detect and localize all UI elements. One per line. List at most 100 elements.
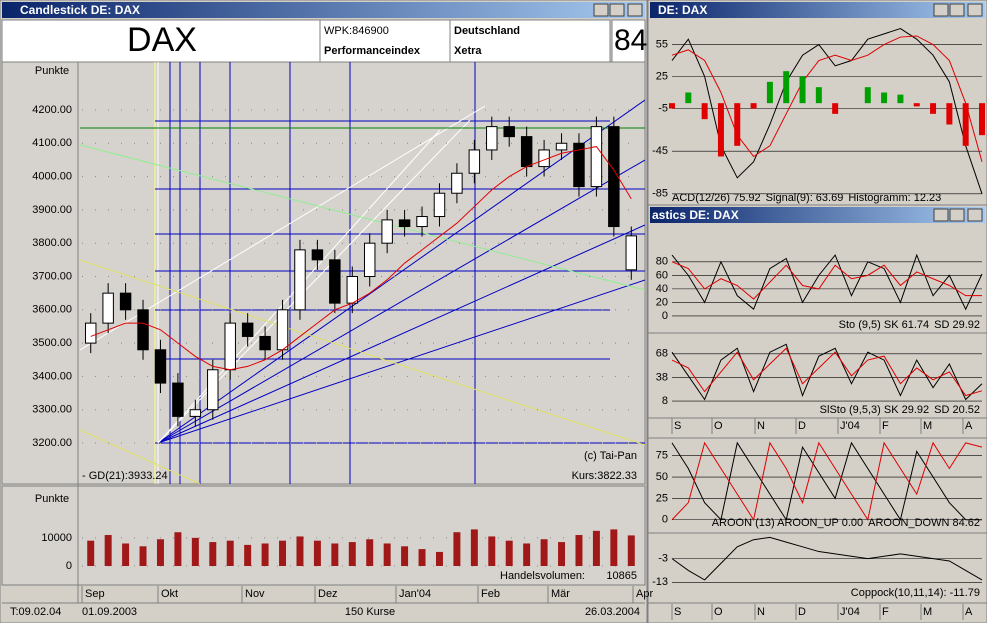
y-tick-label: 3900.00 [32, 204, 72, 216]
legend-entry: AROON_DOWN 84.62 [868, 517, 980, 529]
legend-entry: AROON (13) AROON_UP 0.00 [712, 517, 863, 529]
candle-body [608, 126, 620, 228]
candle-body [102, 292, 114, 324]
volume-bar [226, 540, 234, 566]
candle-body [119, 292, 132, 311]
histogram-bar [685, 92, 692, 104]
y-axis-label: Punkte [35, 65, 69, 77]
y-tick-label: 55 [656, 38, 668, 50]
month-label: Sep [85, 588, 105, 600]
month-label: M [923, 420, 932, 432]
histogram-bar [930, 103, 937, 114]
volume-bar [87, 540, 95, 566]
month-label: Jan'04 [399, 588, 431, 600]
y-tick-label: 3400.00 [32, 370, 72, 382]
candle-body [503, 126, 515, 138]
volume-label: Handelsvolumen: [500, 570, 585, 582]
volume-bar [540, 539, 548, 566]
month-label: F [882, 606, 889, 618]
minimize-button[interactable] [933, 208, 949, 222]
month-label: N [757, 420, 765, 432]
volume-bar [575, 535, 583, 566]
minimize-button[interactable] [593, 3, 609, 17]
indicator-line [671, 35, 983, 162]
month-label: S [674, 420, 681, 432]
y-tick-label: 75 [656, 450, 668, 462]
y-tick-label: 60 [656, 269, 668, 281]
histogram-bar [669, 103, 675, 109]
last-price: Kurs:3822.33 [572, 470, 637, 482]
ma-label: - GD(21):3933.24 [82, 470, 168, 482]
month-label: Mär [551, 588, 570, 600]
legend-entry: Histogramm: 12.23 [848, 192, 941, 204]
month-label: A [965, 606, 973, 618]
y-tick-label: 0 [662, 310, 668, 322]
candle-body [346, 275, 359, 304]
exchange: Xetra [454, 45, 482, 57]
histogram-bar [815, 87, 822, 104]
maximize-button[interactable] [949, 208, 965, 222]
trend-line [80, 144, 645, 291]
month-label: O [714, 420, 723, 432]
close-button[interactable] [967, 3, 983, 17]
y-tick-label: 3700.00 [32, 270, 72, 282]
volume-bar [627, 535, 635, 566]
month-label: J'04 [840, 420, 860, 432]
histogram-bar [734, 103, 741, 146]
fan-line [157, 224, 645, 444]
legend-entry: Sto (9,5) SK 61.74 [839, 319, 930, 331]
candle-body [486, 126, 498, 151]
indicator-line [671, 347, 983, 397]
volume-bar [401, 546, 409, 566]
y-axis-label: Punkte [35, 493, 69, 505]
histogram-bar [766, 81, 773, 104]
index-type: Performanceindex [324, 45, 421, 57]
candle-body [311, 249, 324, 261]
close-button[interactable] [967, 208, 983, 222]
histogram-bar [946, 103, 953, 125]
y-tick-label: 4000.00 [32, 170, 72, 182]
y-tick-label: 4100.00 [32, 137, 72, 149]
y-tick-label: 10000 [41, 532, 72, 544]
minimize-button[interactable] [933, 3, 949, 17]
indicator-line [671, 536, 983, 581]
window-title: Candlestick DE: DAX [20, 3, 140, 17]
histogram-bar [913, 103, 920, 107]
y-tick-label: 3600.00 [32, 304, 72, 316]
legend-entry: SD 29.92 [934, 319, 980, 331]
indicator-line [671, 343, 983, 401]
volume-bar [209, 542, 217, 566]
candle-body [84, 322, 97, 344]
histogram-bar [783, 71, 790, 104]
close-button[interactable] [627, 3, 643, 17]
count: 150 Kurse [345, 606, 395, 618]
country: Deutschland [454, 25, 520, 37]
histogram-bar [701, 103, 708, 120]
legend-entry: Signal(9): 63.69 [766, 192, 844, 204]
candle-body [625, 235, 638, 271]
fan-line [157, 279, 645, 444]
month-label: N [757, 606, 765, 618]
volume-bar [122, 543, 130, 566]
window-buttons[interactable] [593, 3, 983, 222]
volume-bar [435, 551, 443, 566]
volume-bar [331, 543, 339, 566]
volume-bar [505, 540, 513, 566]
legend-entry: SD 20.52 [934, 404, 980, 416]
maximize-button[interactable] [609, 3, 625, 17]
trend-line [80, 429, 201, 484]
moving-average [90, 146, 632, 371]
y-tick-label: 25 [656, 492, 668, 504]
indicator-line [671, 253, 983, 311]
header-box [611, 19, 646, 63]
y-tick-label: 25 [656, 70, 668, 82]
month-label: D [798, 420, 806, 432]
maximize-button[interactable] [949, 3, 965, 17]
volume-bar [348, 542, 356, 566]
copyright: (c) Tai-Pan [584, 450, 637, 462]
month-label: D [798, 606, 806, 618]
title-bar [650, 207, 985, 223]
candle-body [259, 335, 271, 351]
